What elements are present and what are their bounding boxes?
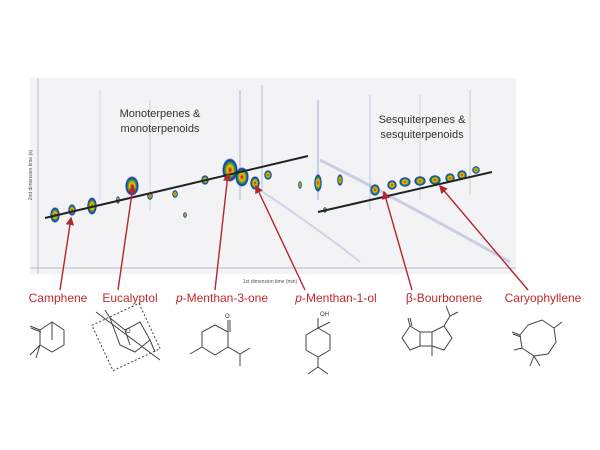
compound-label: Caryophyllene bbox=[505, 291, 582, 305]
peak bbox=[414, 176, 426, 186]
x-axis-label: 1st dimension time (min) bbox=[243, 279, 298, 285]
arrow bbox=[255, 184, 306, 291]
streak bbox=[259, 189, 361, 263]
peak bbox=[387, 180, 397, 190]
label-prefix: p bbox=[294, 291, 302, 305]
group-label: Sesquiterpenes & bbox=[379, 114, 466, 126]
label-text: -Menthan-3-one bbox=[183, 291, 269, 305]
y-axis-label: 2nd dimension time (s) bbox=[28, 149, 34, 200]
compound-label: p-Menthan-1-ol bbox=[294, 291, 376, 305]
structure bbox=[511, 319, 563, 367]
atom-label: O bbox=[225, 314, 230, 320]
atom-label: O bbox=[126, 329, 131, 335]
structure bbox=[95, 309, 161, 361]
structure bbox=[29, 321, 65, 359]
arrow bbox=[59, 216, 75, 291]
group-label: monoterpenoids bbox=[121, 123, 200, 135]
peak bbox=[370, 184, 380, 196]
trend-line bbox=[317, 171, 493, 213]
structures: O O OH bbox=[29, 302, 563, 375]
arrow bbox=[117, 184, 137, 291]
structure-box bbox=[91, 302, 161, 372]
structure bbox=[401, 305, 459, 356]
background-streaks bbox=[99, 85, 511, 264]
peak bbox=[172, 190, 178, 198]
trend-line bbox=[44, 155, 309, 219]
peak bbox=[314, 174, 322, 192]
label-text: -Menthan-1-ol bbox=[302, 291, 377, 305]
arrow bbox=[381, 190, 413, 291]
compound-label: β-Bourbonene bbox=[406, 291, 483, 305]
plot-area bbox=[30, 78, 516, 274]
arrows bbox=[59, 172, 529, 291]
compound-label: Camphene bbox=[29, 291, 88, 305]
compound-label: Eucalyptol bbox=[102, 291, 157, 305]
peak bbox=[429, 175, 441, 185]
peak bbox=[298, 181, 302, 189]
peak bbox=[399, 177, 411, 187]
peak bbox=[250, 176, 260, 190]
peak bbox=[337, 174, 343, 186]
structure bbox=[305, 318, 331, 375]
peak bbox=[264, 170, 272, 180]
label-prefix: p bbox=[175, 291, 183, 305]
group-label: Monoterpenes & bbox=[120, 108, 201, 120]
atom-label: OH bbox=[320, 312, 329, 318]
arrow bbox=[439, 184, 529, 291]
streak bbox=[319, 158, 511, 264]
compound-label: p-Menthan-3-one bbox=[175, 291, 268, 305]
structure bbox=[189, 320, 251, 366]
peak bbox=[472, 166, 480, 174]
peak bbox=[183, 212, 187, 218]
group-label: sesquiterpenoids bbox=[380, 129, 464, 141]
arrow bbox=[214, 172, 232, 291]
